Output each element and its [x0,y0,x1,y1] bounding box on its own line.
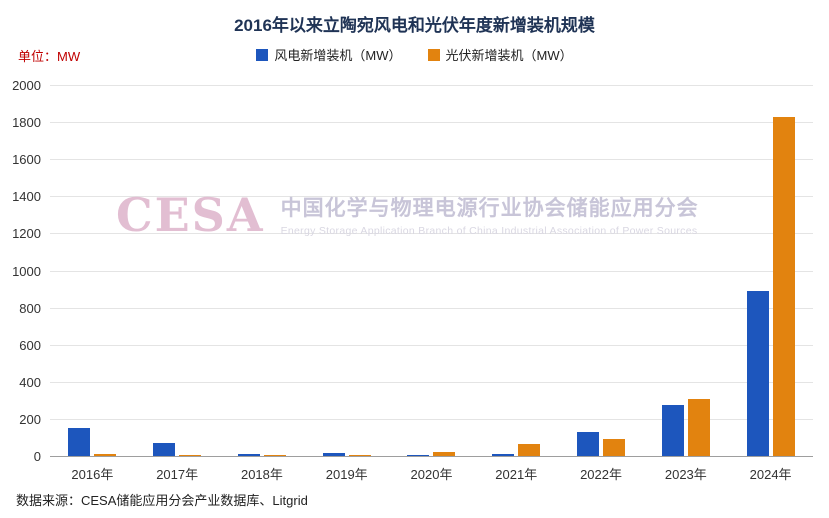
x-tick-label: 2024年 [749,467,792,482]
bar-solar-2020年 [433,452,456,456]
x-axis-line [50,456,813,457]
gridline [50,122,813,124]
bar-wind-2020年 [407,455,430,456]
x-tick-label: 2021年 [495,467,538,482]
y-tick-label: 600 [19,337,41,353]
bar-solar-2023年 [687,398,710,456]
legend: 风电新增装机（MW） 光伏新增装机（MW） [0,45,829,64]
y-tick-label: 800 [19,300,41,316]
x-tick-label: 2023年 [664,467,707,482]
x-tick-label: 2019年 [325,467,368,482]
legend-label-1: 光伏新增装机（MW） [445,48,573,63]
gridline [50,307,813,309]
bar-wind-2019年 [322,453,345,456]
x-tick-label: 2022年 [580,467,622,482]
bar-group-2024年: 2024年 [728,86,813,482]
bar-solar-2017年 [179,454,202,456]
y-tick-label: 0 [33,449,41,464]
y-tick-label: 2000 [12,78,41,93]
bar-wind-2016年 [68,428,91,456]
bar-wind-2023年 [661,405,684,456]
gridline [50,233,813,235]
legend-swatch-0 [256,48,269,61]
bar-group-2020年: 2020年 [389,86,474,482]
gridline [50,85,813,86]
legend-label-0: 风电新增装机（MW） [274,48,402,63]
bar-group-2017年: 2017年 [135,86,220,482]
legend-item-1: 光伏新增装机（MW） [427,45,573,64]
y-tick-label: 1400 [12,189,41,205]
gridline [50,196,813,198]
gridline [50,159,813,161]
bar-solar-2018年 [263,455,286,456]
unit-label: 单位：MW [18,49,81,64]
bar-solar-2022年 [603,439,626,456]
bar-wind-2024年 [746,290,769,456]
bar-group-2022年: 2022年 [559,86,644,482]
bar-solar-2019年 [348,455,371,456]
legend-swatch-1 [427,48,440,61]
x-tick-label: 2016年 [71,467,114,482]
y-tick-label: 1800 [12,115,41,131]
x-tick-label: 2020年 [410,467,453,482]
bar-solar-2021年 [518,443,541,456]
bar-group-2018年: 2018年 [220,86,305,482]
y-tick-label: 400 [19,374,41,390]
y-tick-label: 1200 [12,226,41,242]
chart-title: 2016年以来立陶宛风电和光伏年度新增装机规模 [234,16,595,35]
gridline [50,381,813,383]
bar-group-2019年: 2019年 [304,86,389,482]
bar-wind-2021年 [492,454,515,456]
legend-item-0: 风电新增装机（MW） [256,45,402,64]
data-source: 数据来源：CESA储能应用分会产业数据库、Litgrid [16,493,308,508]
bar-wind-2018年 [237,453,260,456]
bar-group-2023年: 2023年 [643,86,728,482]
y-tick-label: 200 [19,411,41,427]
x-tick-label: 2017年 [156,467,199,482]
gridline [50,344,813,346]
bar-wind-2022年 [577,431,600,456]
gridline [50,270,813,272]
gridline [50,418,813,420]
bar-group-2016年: 2016年 [50,86,135,482]
plot-area: 0 200 400 600 800 1000 1200 1400 1600 1800 2000 201… [12,78,813,482]
bar-solar-2016年 [94,454,117,456]
bar-solar-2024年 [772,116,795,456]
y-tick-label: 1000 [12,263,41,279]
bar-group-2021年: 2021年 [474,86,559,482]
y-tick-label: 1600 [12,152,41,168]
x-tick-label: 2018年 [240,467,283,482]
bar-wind-2017年 [153,443,176,456]
